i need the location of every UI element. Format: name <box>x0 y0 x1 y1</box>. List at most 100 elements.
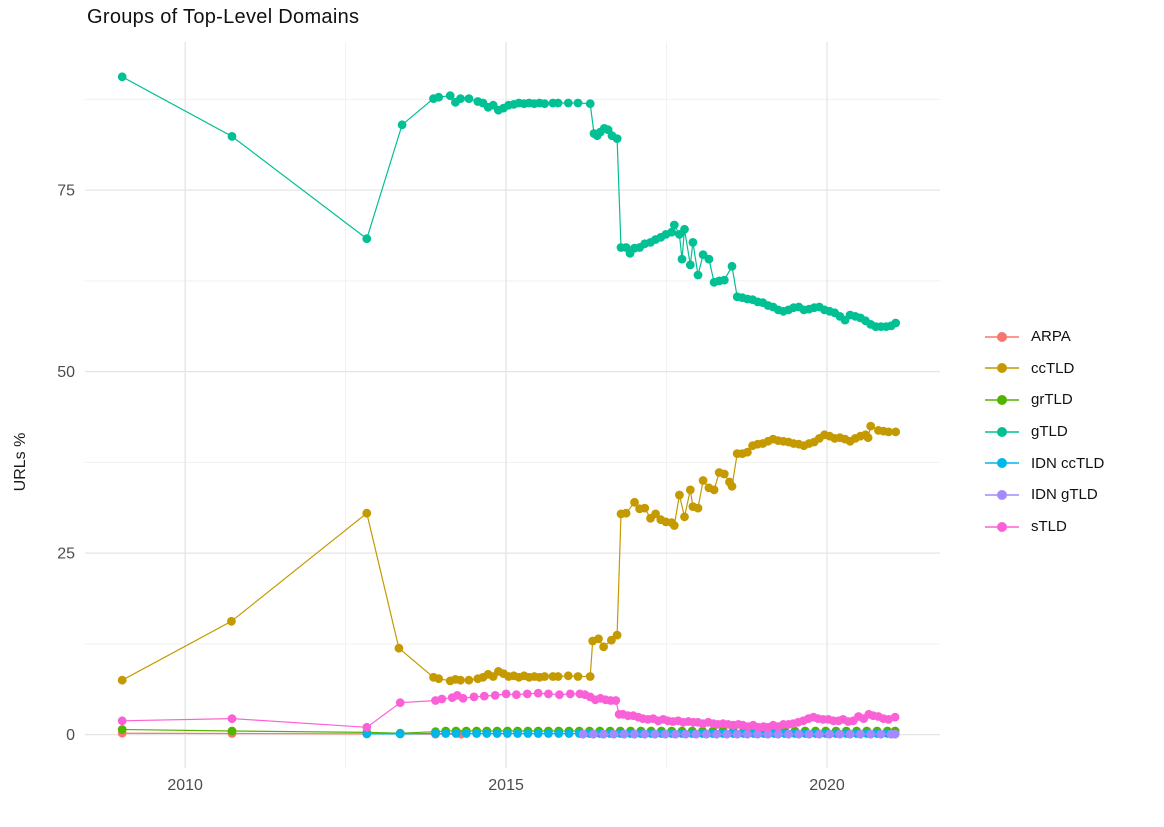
data-point-stld <box>117 716 127 726</box>
data-point-stld <box>395 698 405 708</box>
data-point-stld <box>227 714 237 723</box>
series-line-gtld <box>121 76 897 328</box>
data-point-idn-gtld <box>640 729 650 739</box>
data-point-gtld <box>456 94 465 103</box>
legend-label: IDN ccTLD <box>1031 454 1105 472</box>
legend-item-grtld: grTLD <box>985 389 1104 410</box>
data-point-gtld <box>612 134 622 144</box>
data-point-cctld <box>362 508 372 518</box>
legend-item-idn-gtld: IDN gTLD <box>985 484 1104 505</box>
data-point-cctld <box>719 469 729 479</box>
data-point-idn-cctld <box>513 729 522 738</box>
data-point-gtld <box>677 254 687 264</box>
cctld-key-icon <box>985 363 1019 374</box>
data-point-gtld <box>227 132 237 141</box>
data-point-cctld <box>464 675 474 685</box>
data-point-idn-cctld <box>544 729 553 738</box>
data-point-idn-gtld <box>856 729 865 739</box>
data-point-stld <box>565 689 575 699</box>
data-point-cctld <box>594 634 603 644</box>
data-point-grtld <box>117 725 127 734</box>
gtld-key-icon <box>985 426 1019 437</box>
data-point-idn-gtld <box>630 729 639 739</box>
data-point-idn-gtld <box>845 729 855 739</box>
data-point-idn-cctld <box>554 729 564 738</box>
legend-item-gtld: gTLD <box>985 421 1104 442</box>
data-point-cctld <box>227 616 236 626</box>
data-point-idn-cctld <box>564 729 574 738</box>
y-tick-label: 75 <box>57 183 75 200</box>
data-point-gtld <box>727 261 737 271</box>
data-point-gtld <box>685 260 695 270</box>
data-point-cctld <box>675 490 684 500</box>
data-point-stld <box>533 688 543 698</box>
data-point-cctld <box>891 427 901 437</box>
x-tick-label: 2020 <box>809 777 845 794</box>
y-tick-label: 0 <box>66 727 75 744</box>
data-point-stld <box>479 691 489 701</box>
data-point-idn-gtld <box>866 729 876 739</box>
data-point-cctld <box>621 508 631 518</box>
data-point-cctld <box>640 503 650 513</box>
data-point-stld <box>458 693 468 703</box>
data-point-idn-gtld <box>794 729 804 739</box>
data-point-idn-gtld <box>599 729 608 739</box>
data-point-idn-gtld <box>763 729 773 739</box>
data-point-idn-gtld <box>578 729 588 739</box>
data-point-cctld <box>394 643 404 653</box>
data-point-idn-gtld <box>773 729 783 739</box>
legend-label: IDN gTLD <box>1031 486 1098 504</box>
data-point-idn-cctld <box>472 729 481 738</box>
data-point-idn-cctld <box>461 729 471 738</box>
data-point-idn-cctld <box>441 729 451 738</box>
data-point-idn-cctld <box>523 729 533 738</box>
data-point-gtld <box>573 98 583 108</box>
data-point-idn-gtld <box>814 729 824 739</box>
legend-item-cctld: ccTLD <box>985 358 1104 379</box>
data-point-cctld <box>540 672 549 681</box>
data-point-stld <box>890 712 900 722</box>
data-point-idn-gtld <box>619 729 629 739</box>
legend-item-stld: sTLD <box>985 516 1104 537</box>
data-point-idn-gtld <box>722 729 732 739</box>
data-point-stld <box>437 694 447 704</box>
data-point-gtld <box>445 91 455 101</box>
data-point-gtld <box>704 254 714 264</box>
data-point-gtld <box>362 234 372 244</box>
data-point-idn-gtld <box>589 729 598 739</box>
data-point-gtld <box>397 120 407 130</box>
data-point-cctld <box>553 672 563 681</box>
arpa-key-icon <box>985 331 1019 342</box>
data-point-idn-gtld <box>671 729 680 739</box>
data-point-gtld <box>693 270 703 280</box>
data-point-stld <box>469 692 479 702</box>
x-tick-label: 2015 <box>488 777 524 794</box>
data-point-gtld <box>667 227 677 237</box>
data-point-idn-gtld <box>609 729 619 739</box>
legend-label: sTLD <box>1031 518 1067 536</box>
data-point-cctld <box>866 421 876 431</box>
data-point-cctld <box>630 497 639 507</box>
data-point-cctld <box>693 503 703 513</box>
data-point-stld <box>555 690 564 700</box>
data-point-idn-gtld <box>732 729 742 739</box>
data-point-idn-gtld <box>660 729 670 739</box>
data-point-cctld <box>612 630 622 640</box>
data-point-idn-cctld <box>503 729 512 738</box>
series-line-stld <box>122 692 896 728</box>
legend: ARPA ccTLD grTLD gTLD IDN ccTLD IDN gTLD… <box>985 326 1104 548</box>
data-point-cctld <box>863 433 873 443</box>
data-point-cctld <box>563 671 573 681</box>
idn-gtld-key-icon <box>985 489 1019 500</box>
data-point-stld <box>512 690 521 700</box>
data-point-gtld <box>680 224 689 234</box>
data-point-idn-gtld <box>702 729 711 739</box>
data-point-cctld <box>884 427 893 437</box>
data-point-cctld <box>709 485 719 495</box>
data-point-idn-gtld <box>753 729 763 739</box>
data-point-gtld <box>891 318 901 328</box>
legend-item-idn-cctld: IDN ccTLD <box>985 453 1104 474</box>
data-point-cctld <box>117 675 127 685</box>
data-point-gtld <box>540 99 549 109</box>
